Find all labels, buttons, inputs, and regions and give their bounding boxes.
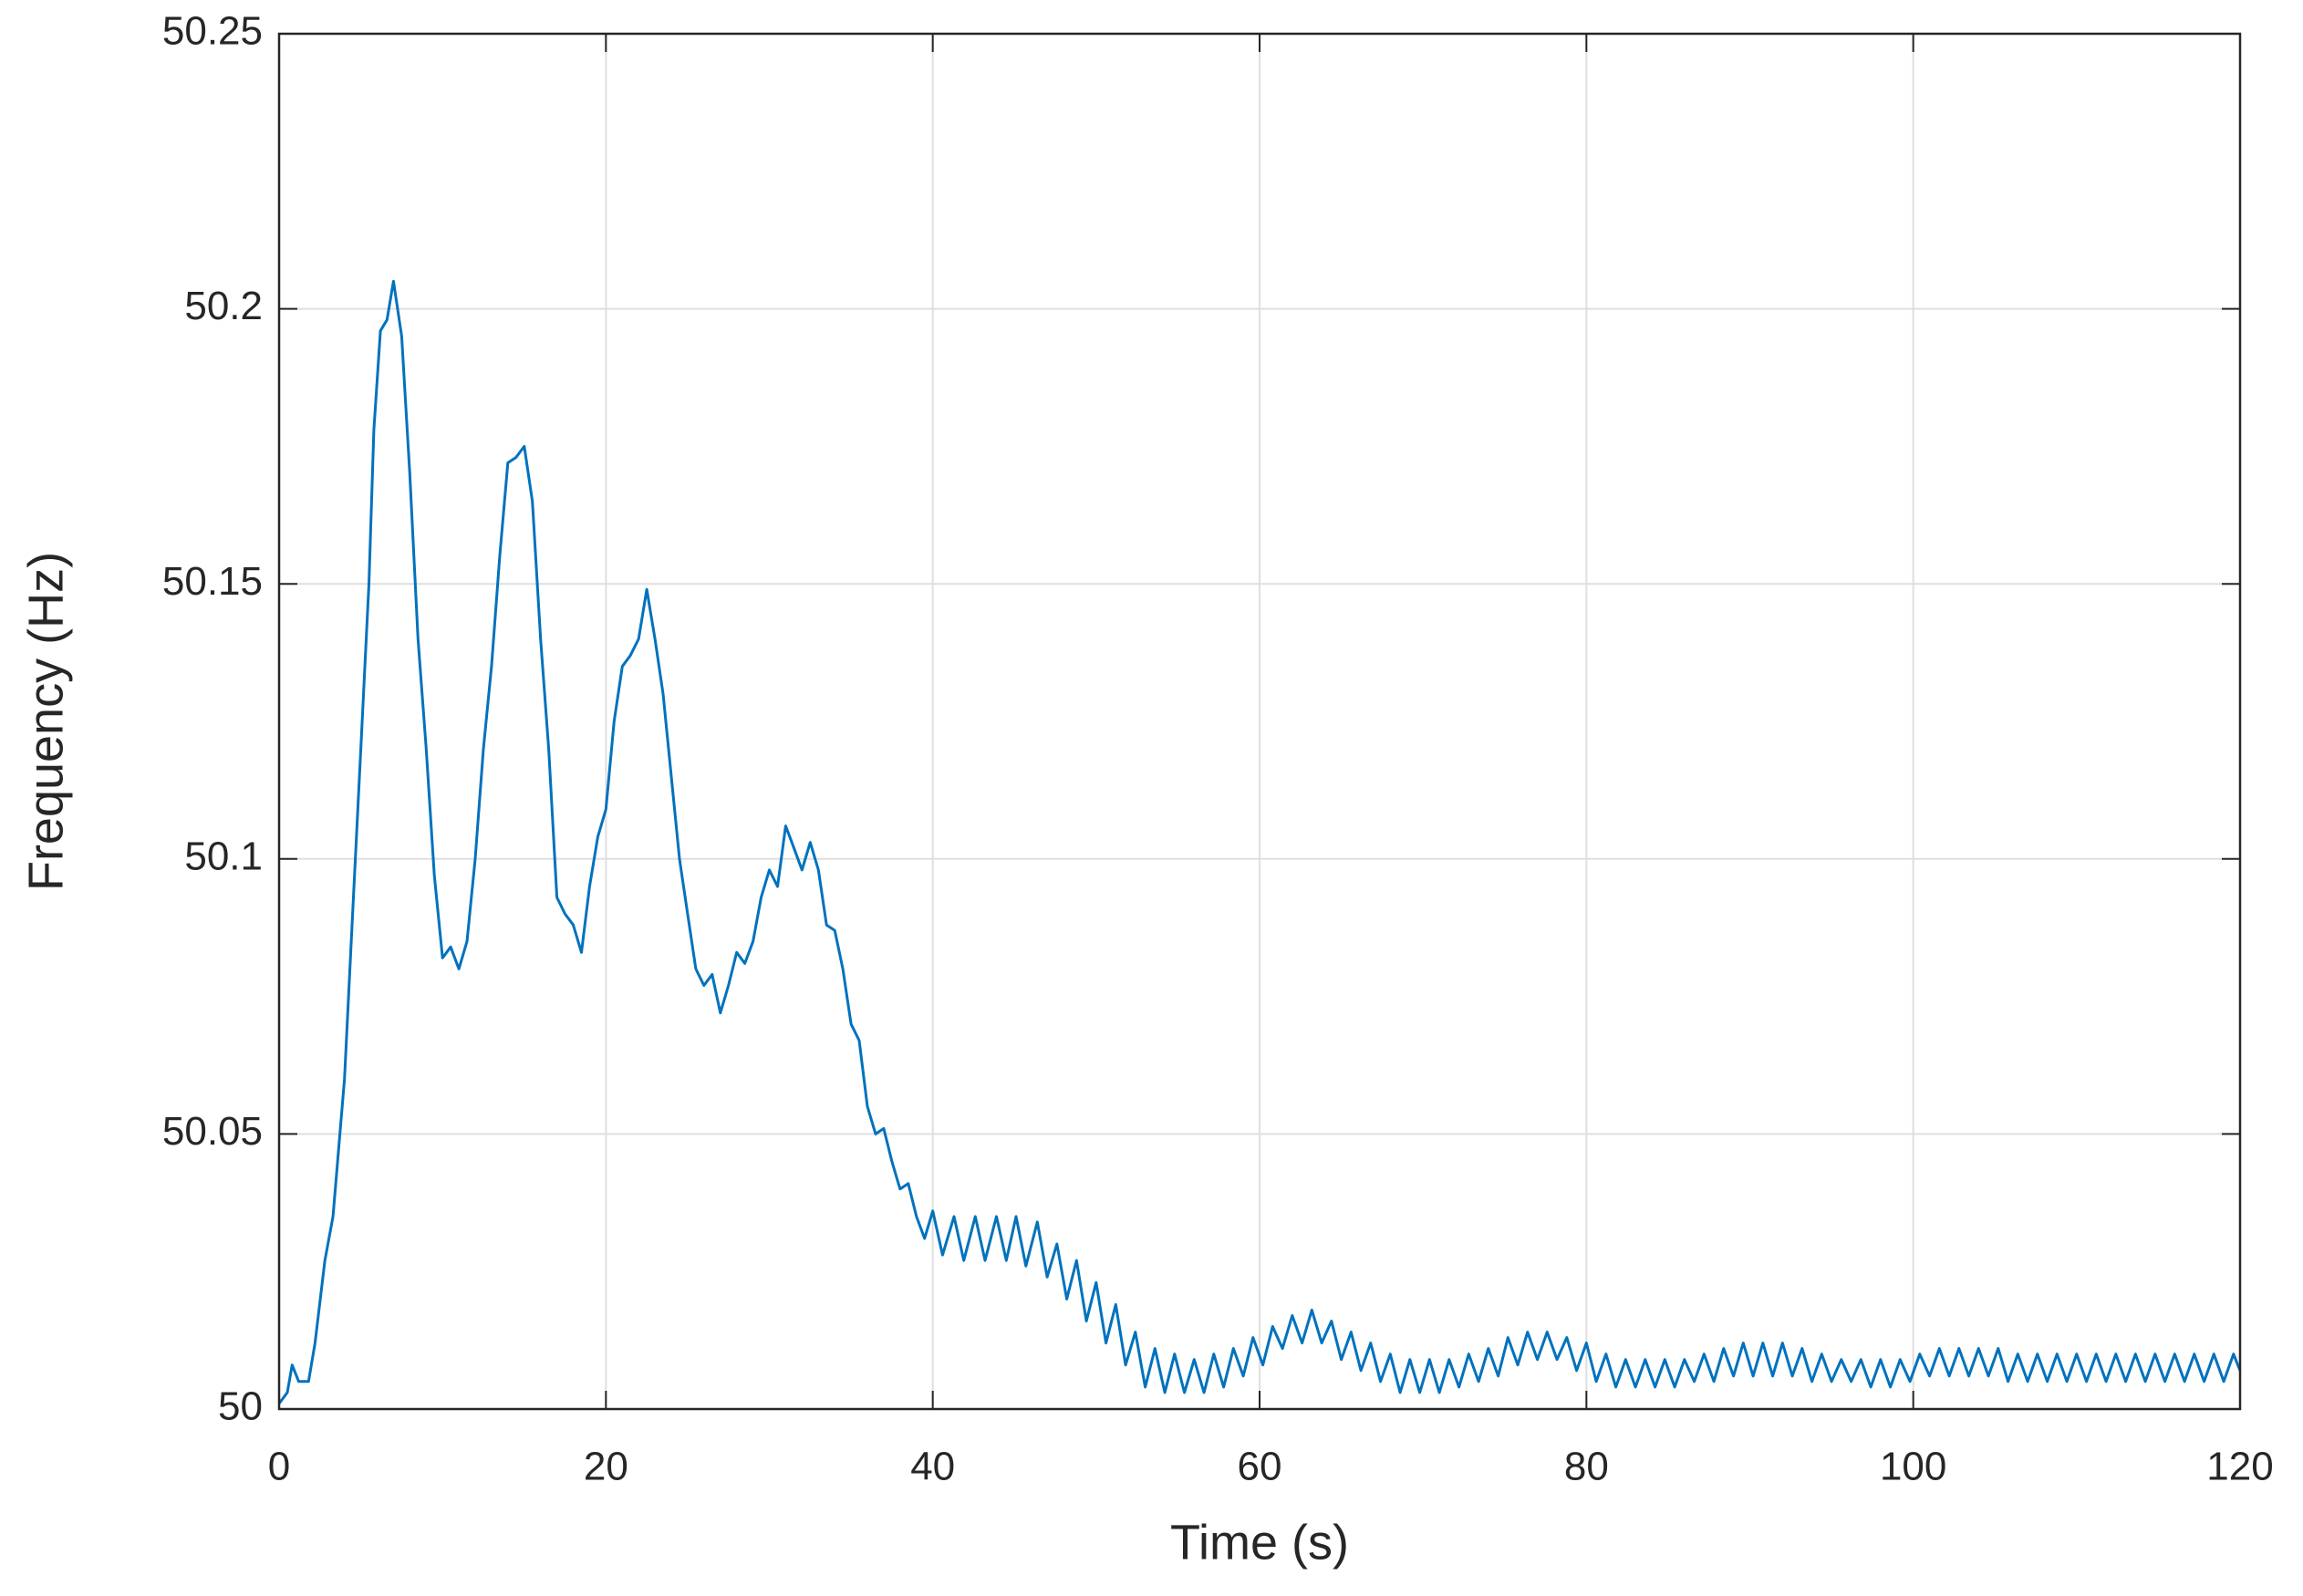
- y-tick-label: 50.1: [184, 834, 263, 878]
- x-tick-label: 0: [268, 1445, 290, 1489]
- x-tick-label: 120: [2206, 1445, 2273, 1489]
- y-tick-label: 50.15: [162, 559, 263, 604]
- y-tick-label: 50: [218, 1384, 263, 1429]
- x-axis-label: Time (s): [1170, 1515, 1349, 1570]
- y-tick-label: 50.2: [184, 284, 263, 328]
- x-tick-label: 40: [910, 1445, 955, 1489]
- y-tick-label: 50.05: [162, 1109, 263, 1154]
- x-tick-label: 20: [584, 1445, 628, 1489]
- axes-box: [277, 32, 2242, 1411]
- x-tick-label: 80: [1564, 1445, 1609, 1489]
- data-line: [277, 279, 2242, 1404]
- x-tick-label: 100: [1880, 1445, 1946, 1489]
- x-tick-label: 60: [1238, 1445, 1282, 1489]
- y-tick-label: 50.25: [162, 9, 263, 54]
- y-axis-label: Frequency (Hz): [18, 552, 73, 891]
